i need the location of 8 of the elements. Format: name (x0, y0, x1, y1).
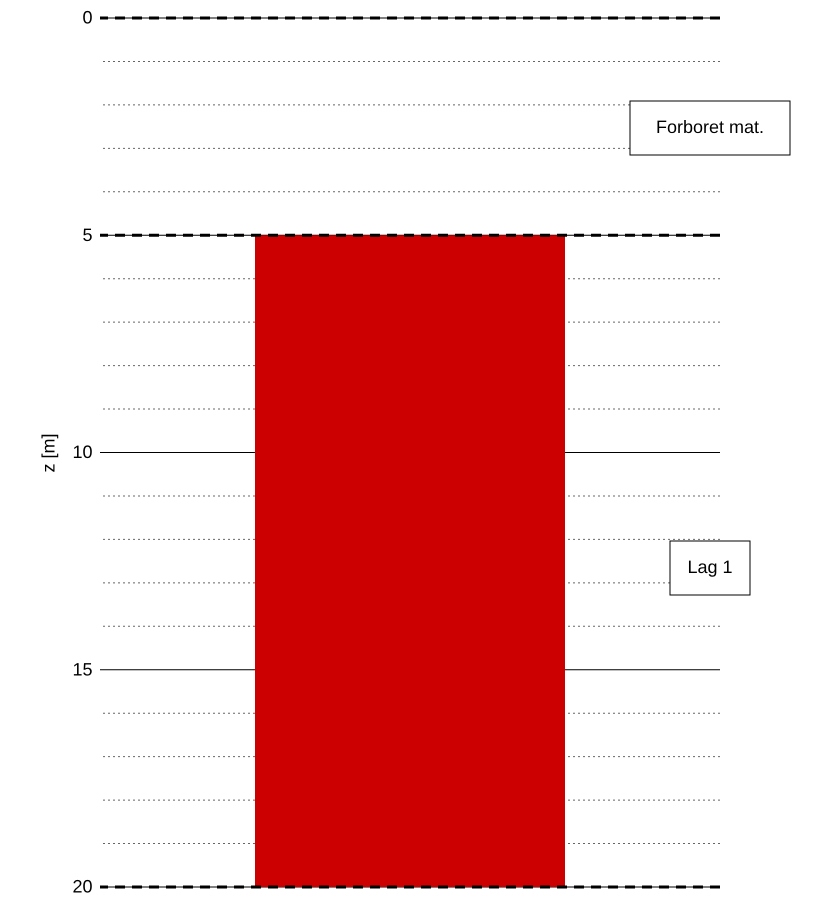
y-tick-label: 5 (82, 224, 92, 245)
y-tick-label: 15 (72, 659, 92, 680)
y-tick-label: 20 (72, 876, 92, 896)
annotation: Forboret mat. (656, 117, 764, 137)
y-axis-title: z [m] (38, 434, 58, 472)
annotation: Lag 1 (687, 557, 733, 577)
y-tick-label: 0 (82, 8, 92, 28)
y-tick-label: 10 (72, 442, 92, 462)
